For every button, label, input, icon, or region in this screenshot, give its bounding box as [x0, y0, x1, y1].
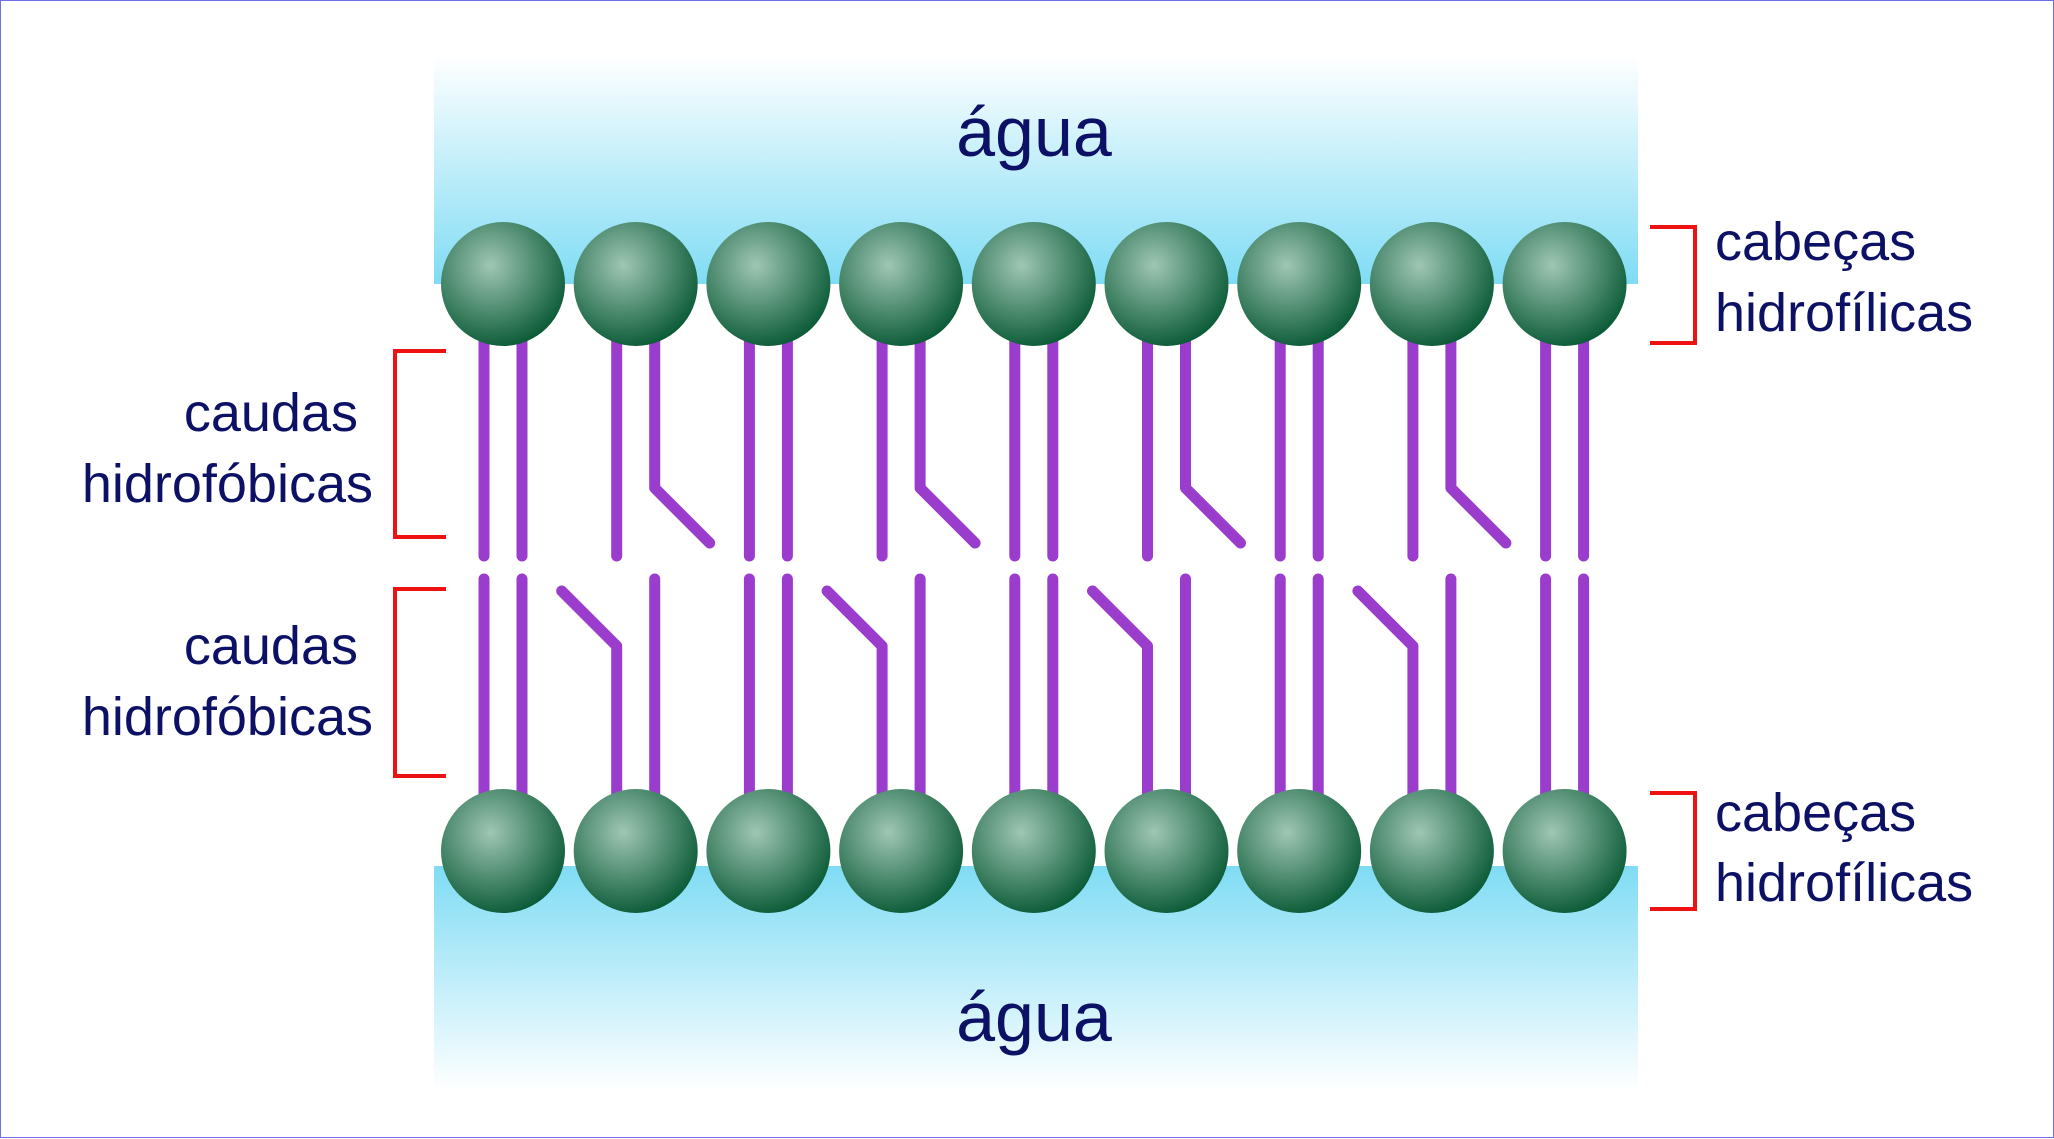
heads-top-label-line2: hidrofílicas — [1715, 283, 1973, 343]
phospholipid-head-top — [706, 222, 831, 346]
heads-top-label: cabeças hidrofílicas — [1715, 212, 1973, 343]
phospholipid-head-top — [1237, 222, 1362, 346]
phospholipid-head-bottom — [441, 789, 565, 913]
tail-bottom-left-kinked — [821, 585, 888, 805]
tails-top-bracket — [393, 349, 446, 539]
heads-bottom-label-line2: hidrofílicas — [1715, 853, 1973, 913]
tail-bottom-left-kinked — [1087, 585, 1153, 805]
heads-top-label-line1: cabeças — [1715, 212, 1916, 272]
top-layer-tails — [478, 330, 1590, 562]
phospholipid-head-top — [1502, 222, 1627, 346]
phospholipid-head-bottom — [573, 789, 698, 913]
heads-bottom-label: cabeças hidrofílicas — [1715, 783, 1973, 913]
tail-bottom-left-kinked — [556, 585, 623, 805]
top-layer-heads — [441, 222, 1627, 346]
tails-bottom-label: caudas hidrofóbicas — [82, 616, 373, 747]
heads-top-bracket — [1650, 225, 1697, 345]
tails-top-label: caudas hidrofóbicas — [82, 383, 373, 514]
tail-top-right-kinked — [1180, 330, 1246, 549]
phospholipid-head-bottom — [1104, 789, 1229, 913]
tails-bottom-bracket — [393, 587, 446, 778]
tail-top-right-kinked — [649, 330, 716, 549]
phospholipid-head-top — [1369, 222, 1494, 346]
phospholipid-head-top — [971, 222, 1096, 346]
water-top-label: água — [956, 93, 1112, 171]
phospholipid-head-bottom — [706, 789, 831, 913]
phospholipid-head-bottom — [1369, 789, 1494, 913]
heads-bottom-bracket — [1650, 791, 1697, 911]
phospholipid-head-bottom — [971, 789, 1096, 913]
tails-bottom-label-line2: hidrofóbicas — [82, 687, 373, 747]
phospholipid-head-top — [573, 222, 698, 346]
phospholipid-head-top — [441, 222, 565, 346]
bottom-layer-heads — [441, 789, 1627, 913]
water-bottom-label: água — [956, 978, 1112, 1056]
tail-bottom-left-kinked — [1352, 585, 1419, 805]
phospholipid-head-top — [839, 222, 964, 346]
tails-top-label-line1: caudas — [184, 383, 358, 443]
tail-top-right-kinked — [1445, 330, 1512, 549]
tails-top-label-line2: hidrofóbicas — [82, 454, 373, 514]
phospholipid-head-bottom — [1502, 789, 1627, 913]
tail-top-right-kinked — [914, 330, 981, 549]
bottom-layer-tails — [478, 573, 1590, 805]
phospholipid-head-bottom — [1237, 789, 1362, 913]
heads-bottom-label-line1: cabeças — [1715, 783, 1916, 843]
phospholipid-head-top — [1104, 222, 1229, 346]
tails-bottom-label-line1: caudas — [184, 616, 358, 676]
phospholipid-head-bottom — [839, 789, 964, 913]
